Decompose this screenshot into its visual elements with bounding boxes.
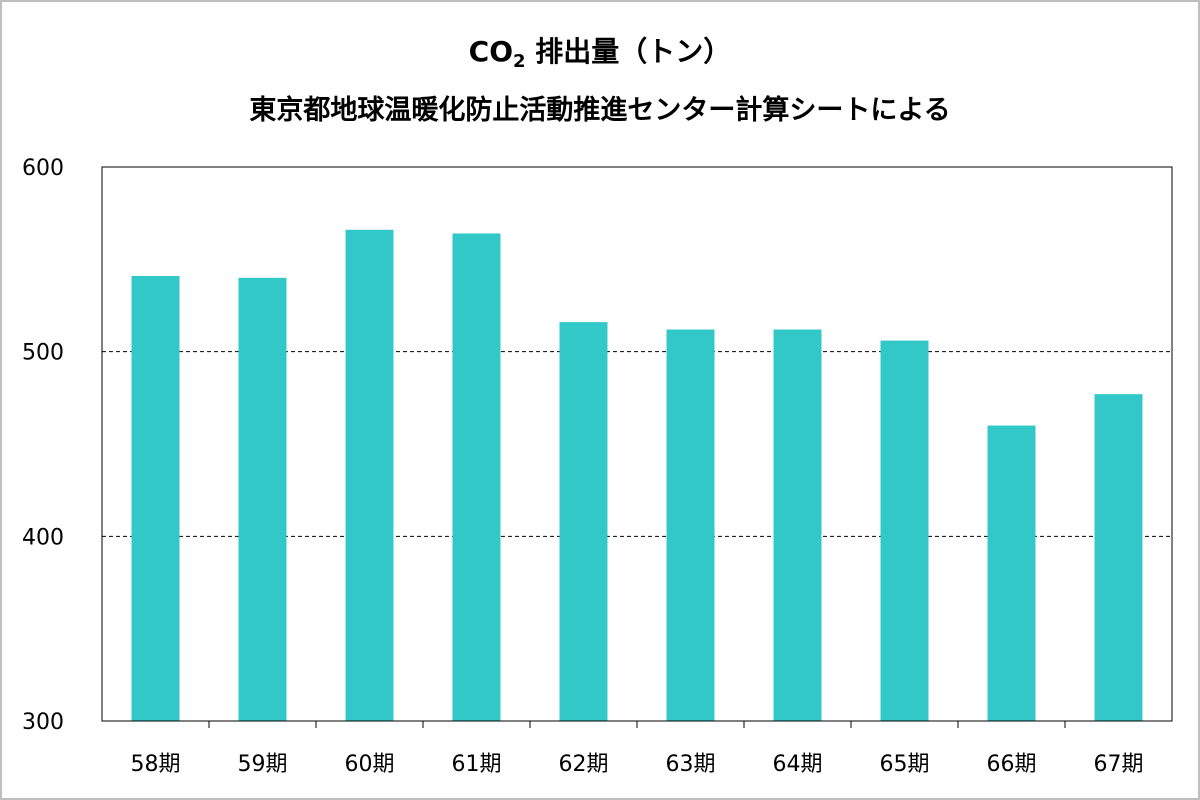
bar-3 — [452, 233, 501, 722]
x-tick-label-9: 67期 — [1094, 752, 1144, 777]
x-tick-label-8: 66期 — [987, 752, 1037, 777]
x-tick-label-6: 64期 — [773, 752, 823, 777]
title-rest: 排出量（トン） — [525, 35, 732, 68]
x-tick-label-0: 58期 — [131, 752, 181, 777]
bar-8 — [987, 425, 1036, 721]
title-subscript: 2 — [513, 51, 526, 72]
x-tick-label-4: 62期 — [559, 752, 609, 777]
bar-9 — [1094, 394, 1143, 721]
y-tick-label-500: 500 — [22, 341, 64, 366]
x-tick-label-7: 65期 — [880, 752, 930, 777]
bar-4 — [559, 322, 608, 721]
bar-0 — [131, 275, 180, 721]
title-co: CO — [468, 35, 514, 68]
bar-1 — [238, 277, 287, 721]
x-tick-label-3: 61期 — [452, 752, 502, 777]
bar-2 — [345, 229, 394, 721]
y-tick-label-300: 300 — [22, 710, 64, 735]
bar-5 — [666, 329, 715, 721]
chart-title: CO2 排出量（トン） — [0, 30, 1200, 72]
y-tick-label-400: 400 — [22, 525, 64, 550]
bar-6 — [773, 329, 822, 721]
x-tick-label-2: 60期 — [345, 752, 395, 777]
x-tick-label-5: 63期 — [666, 752, 716, 777]
y-tick-label-600: 600 — [22, 156, 64, 181]
x-tick-label-1: 59期 — [238, 752, 288, 777]
bar-7 — [880, 340, 929, 721]
chart-subtitle: 東京都地球温暖化防止活動推進センター計算シートによる — [249, 95, 951, 126]
